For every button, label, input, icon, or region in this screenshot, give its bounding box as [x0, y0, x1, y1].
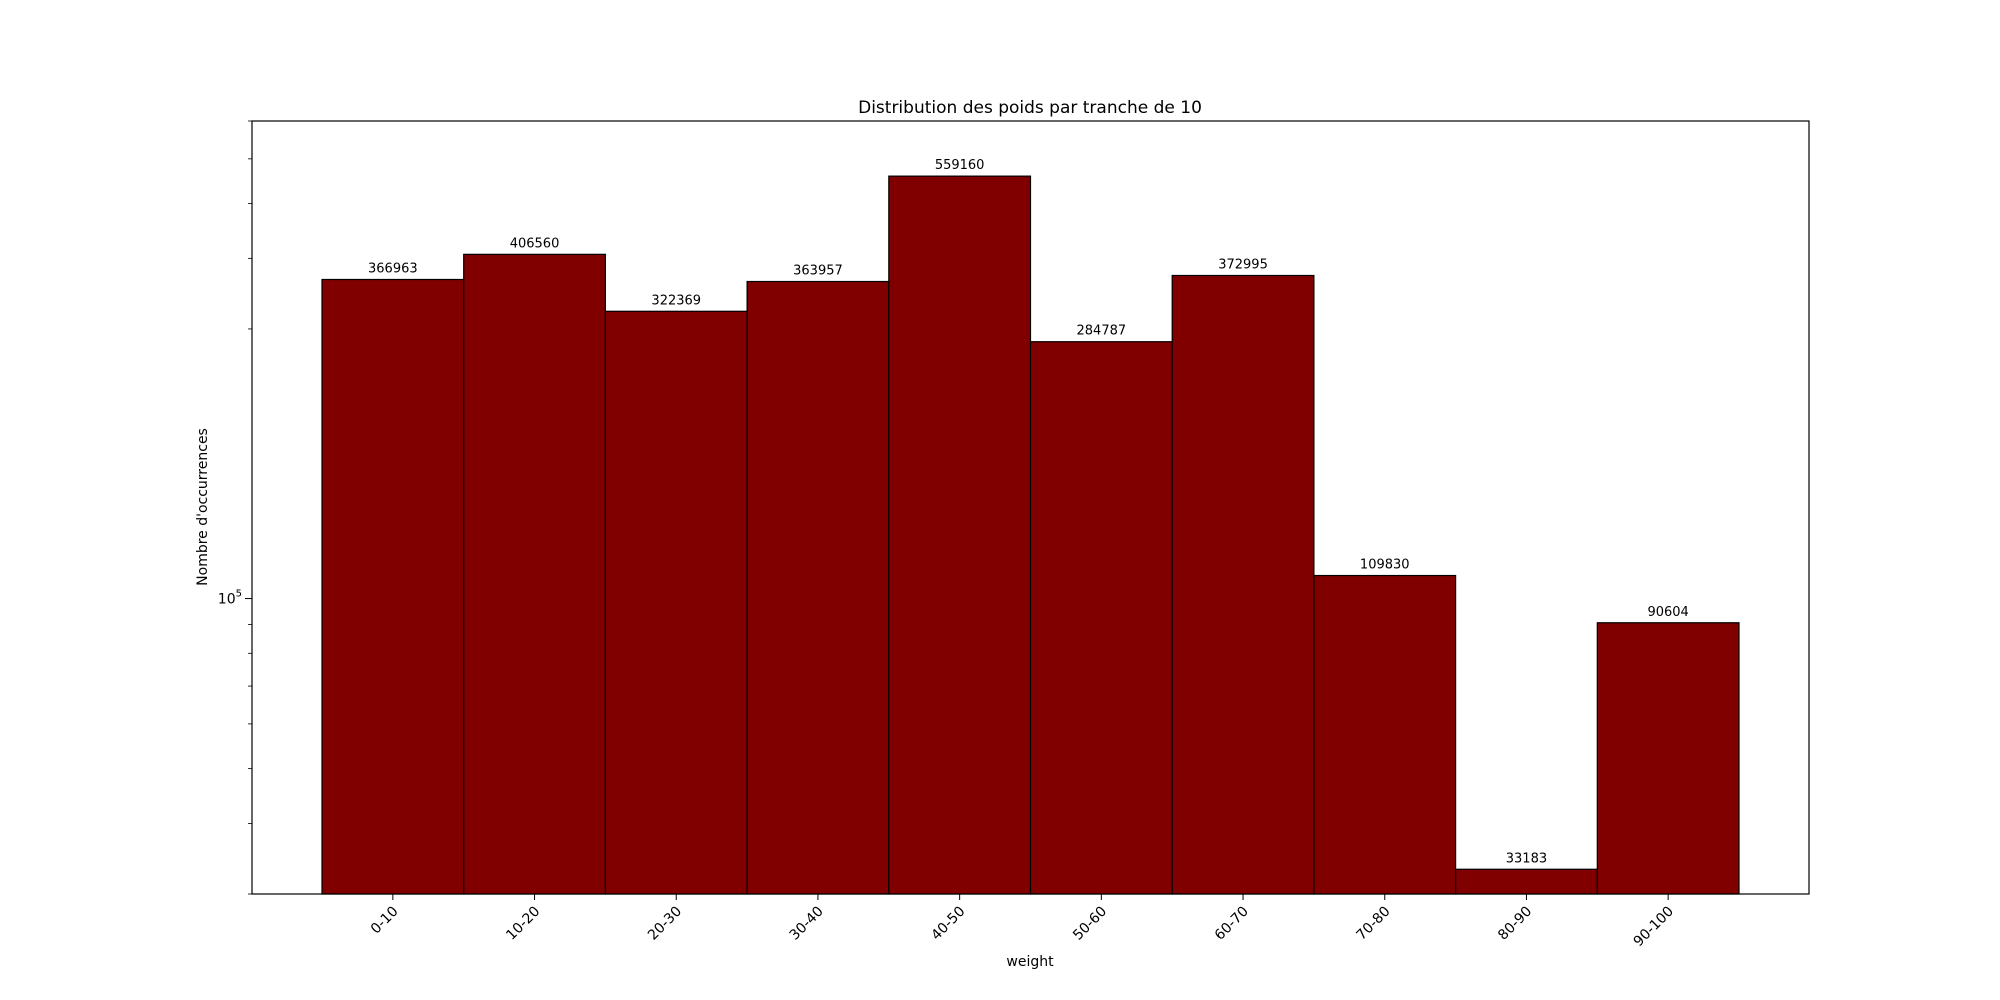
- bar-30-40: [746, 280, 890, 895]
- x-tick-label-90-100: 90-100: [1631, 904, 1677, 950]
- data-label-30-40: 363957: [793, 264, 843, 279]
- data-label-90-100: 90604: [1647, 605, 1688, 620]
- data-label-20-30: 322369: [651, 293, 701, 308]
- data-label-40-50: 559160: [935, 158, 985, 173]
- bar-0-10: [321, 278, 465, 895]
- data-labels-layer: 366963 406560 322369 363957 559160 284787 3729…: [368, 158, 1689, 866]
- data-label-70-80: 109830: [1360, 558, 1410, 573]
- x-tick-label-10-20: 10-20: [503, 904, 543, 944]
- x-axis-label: weight: [1006, 954, 1054, 970]
- y-axis-label: Nombre d'occurrences: [195, 428, 211, 586]
- chart-title: Distribution des poids par tranche de 10: [858, 98, 1202, 118]
- bar-90-100: [1596, 622, 1740, 895]
- data-label-10-20: 406560: [510, 236, 560, 251]
- bar-60-70: [1171, 274, 1315, 895]
- x-tick-label-20-30: 20-30: [645, 904, 685, 944]
- x-axis: 0-10 10-20 20-30 30-40 40-50 50-60 60-70 70-80 8…: [368, 894, 1677, 950]
- bar-50-60: [1029, 341, 1173, 895]
- x-tick-label-80-90: 80-90: [1495, 904, 1535, 944]
- x-tick-label-0-10: 0-10: [368, 904, 402, 938]
- data-label-80-90: 33183: [1506, 851, 1547, 866]
- plot-frame: [251, 120, 1810, 895]
- data-label-50-60: 284787: [1077, 324, 1127, 339]
- x-tick-label-60-70: 60-70: [1212, 904, 1252, 944]
- x-tick-label-70-80: 70-80: [1353, 904, 1393, 944]
- x-tick-label-50-60: 50-60: [1070, 904, 1110, 944]
- x-tick-label-30-40: 30-40: [787, 904, 827, 944]
- x-tick-label-40-50: 40-50: [928, 904, 968, 944]
- bar-20-30: [604, 310, 748, 895]
- bar-70-80: [1313, 574, 1457, 895]
- bar-40-50: [888, 175, 1032, 895]
- y-tick-label-1e5: 105: [218, 589, 242, 608]
- y-axis: 105: [218, 120, 252, 895]
- bar-80-90: [1454, 868, 1598, 895]
- data-label-60-70: 372995: [1218, 257, 1268, 272]
- bar-10-20: [463, 253, 607, 895]
- data-label-0-10: 366963: [368, 261, 418, 276]
- bars-layer: [321, 175, 1740, 895]
